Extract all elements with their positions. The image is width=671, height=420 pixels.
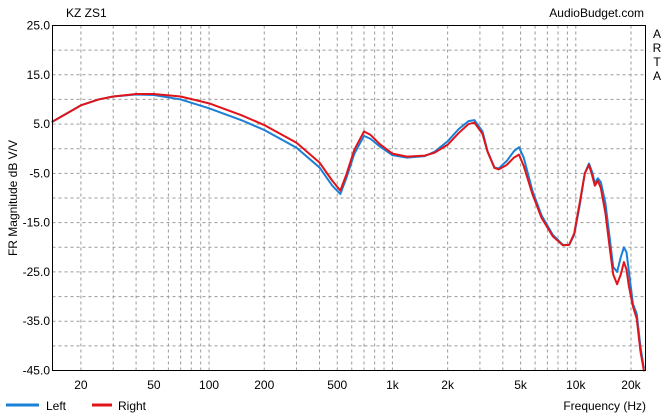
chart-title: KZ ZS1 bbox=[66, 6, 107, 20]
plot-frame bbox=[52, 25, 646, 371]
series-line-right bbox=[51, 93, 645, 372]
legend-label-right: Right bbox=[118, 399, 147, 413]
y-tick-label: 15.0 bbox=[27, 68, 51, 82]
legend: Left Right bbox=[6, 399, 147, 413]
x-tick-label: 200 bbox=[254, 378, 274, 392]
watermark: AudioBudget.com bbox=[549, 6, 644, 20]
y-tick-label: -5.0 bbox=[29, 166, 50, 180]
side-label-letter: A bbox=[653, 27, 661, 41]
x-tick-label: 500 bbox=[327, 378, 347, 392]
x-tick-label: 50 bbox=[147, 378, 161, 392]
legend-label-left: Left bbox=[46, 399, 67, 413]
x-axis-label: Frequency (Hz) bbox=[563, 399, 646, 413]
y-tick-label: 25.0 bbox=[27, 19, 51, 33]
x-tick-label: 10k bbox=[566, 378, 586, 392]
y-tick-label: -25.0 bbox=[23, 265, 51, 279]
y-tick-label: -35.0 bbox=[23, 314, 51, 328]
side-label-letter: A bbox=[653, 69, 661, 83]
x-tick-labels: 20 50 100 200 500 1k 2k 5k 10k 20k bbox=[74, 378, 641, 392]
y-axis-label: FR Magnitude dB V/V bbox=[6, 140, 20, 256]
x-tick-label: 1k bbox=[386, 378, 400, 392]
y-tick-labels: 25.0 15.0 5.0 -5.0 -15.0 -25.0 -35.0 -45.0 bbox=[23, 19, 51, 378]
y-tick-label: -45.0 bbox=[23, 364, 51, 378]
x-tick-label: 100 bbox=[199, 378, 219, 392]
x-tick-label: 2k bbox=[441, 378, 455, 392]
x-tick-label: 20 bbox=[74, 378, 88, 392]
side-label-letter: R bbox=[653, 41, 662, 55]
side-label-letter: T bbox=[653, 55, 661, 69]
x-tick-label: 20k bbox=[621, 378, 641, 392]
series-layer bbox=[51, 93, 645, 372]
x-tick-label: 5k bbox=[514, 378, 528, 392]
y-tick-label: 5.0 bbox=[33, 117, 50, 131]
y-tick-label: -15.0 bbox=[23, 216, 51, 230]
